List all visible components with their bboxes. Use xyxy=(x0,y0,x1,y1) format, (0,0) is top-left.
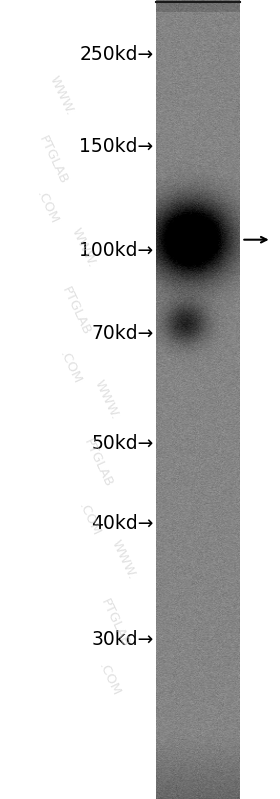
Text: PTGLAB: PTGLAB xyxy=(36,133,70,186)
Text: 250kd→: 250kd→ xyxy=(79,45,153,64)
Text: PTGLAB: PTGLAB xyxy=(59,285,92,338)
Text: WWW.: WWW. xyxy=(108,538,138,581)
Text: 100kd→: 100kd→ xyxy=(79,240,153,260)
Text: 40kd→: 40kd→ xyxy=(91,514,153,533)
Text: .COM: .COM xyxy=(96,661,123,698)
Text: 150kd→: 150kd→ xyxy=(79,137,153,156)
Text: .COM: .COM xyxy=(57,349,83,386)
Text: WWW.: WWW. xyxy=(69,226,99,269)
Text: PTGLAB: PTGLAB xyxy=(81,437,115,490)
Text: WWW.: WWW. xyxy=(47,74,76,117)
Text: 70kd→: 70kd→ xyxy=(91,324,153,344)
Text: PTGLAB: PTGLAB xyxy=(98,597,132,650)
Text: .COM: .COM xyxy=(76,501,103,538)
Text: WWW.: WWW. xyxy=(92,378,121,421)
Text: .COM: .COM xyxy=(34,189,61,226)
Text: 30kd→: 30kd→ xyxy=(91,630,153,649)
Text: 50kd→: 50kd→ xyxy=(91,434,153,453)
